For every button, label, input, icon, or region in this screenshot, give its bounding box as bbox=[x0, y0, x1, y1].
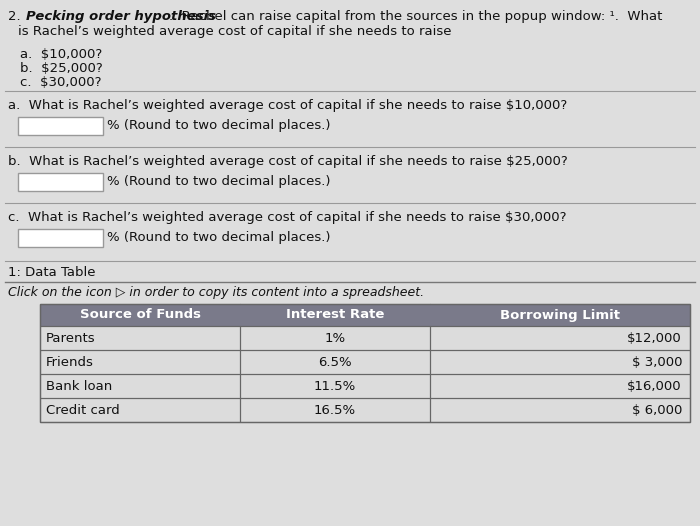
Text: 2.: 2. bbox=[8, 10, 20, 23]
Bar bbox=[18, 117, 103, 135]
Bar bbox=[40, 398, 690, 422]
Text: a.  $10,000?: a. $10,000? bbox=[20, 48, 102, 61]
Bar bbox=[240, 326, 430, 350]
Text: Pecking order hypothesis: Pecking order hypothesis bbox=[26, 10, 216, 23]
Text: b.  $25,000?: b. $25,000? bbox=[20, 62, 103, 75]
Text: is Rachel’s weighted average cost of capital if she needs to raise: is Rachel’s weighted average cost of cap… bbox=[18, 25, 452, 38]
Bar bbox=[18, 229, 103, 247]
Bar bbox=[240, 398, 430, 422]
Bar bbox=[430, 398, 690, 422]
Bar bbox=[40, 304, 690, 326]
Bar bbox=[430, 350, 690, 374]
Text: % (Round to two decimal places.): % (Round to two decimal places.) bbox=[107, 231, 330, 245]
Text: $ 6,000: $ 6,000 bbox=[631, 403, 682, 417]
Bar bbox=[240, 350, 430, 374]
Text: .  Rachel can raise capital from the sources in the popup window: ¹.  What: . Rachel can raise capital from the sour… bbox=[169, 10, 662, 23]
Bar bbox=[40, 350, 690, 374]
Text: 6.5%: 6.5% bbox=[318, 356, 352, 369]
Bar bbox=[430, 326, 690, 350]
Text: a.  What is Rachel’s weighted average cost of capital if she needs to raise $10,: a. What is Rachel’s weighted average cos… bbox=[8, 99, 567, 112]
Text: c.  What is Rachel’s weighted average cost of capital if she needs to raise $30,: c. What is Rachel’s weighted average cos… bbox=[8, 211, 566, 224]
Bar bbox=[40, 326, 690, 350]
Text: Interest Rate: Interest Rate bbox=[286, 309, 384, 321]
Text: Bank loan: Bank loan bbox=[46, 379, 112, 392]
Text: 1: Data Table: 1: Data Table bbox=[8, 266, 95, 279]
Text: 16.5%: 16.5% bbox=[314, 403, 356, 417]
Text: Parents: Parents bbox=[46, 331, 96, 345]
Text: Credit card: Credit card bbox=[46, 403, 120, 417]
Text: Friends: Friends bbox=[46, 356, 94, 369]
Bar bbox=[40, 398, 240, 422]
Text: Source of Funds: Source of Funds bbox=[80, 309, 200, 321]
Text: $12,000: $12,000 bbox=[627, 331, 682, 345]
Bar bbox=[18, 173, 103, 191]
Text: b.  What is Rachel’s weighted average cost of capital if she needs to raise $25,: b. What is Rachel’s weighted average cos… bbox=[8, 155, 568, 168]
Bar bbox=[240, 374, 430, 398]
Bar bbox=[40, 326, 240, 350]
Text: Borrowing Limit: Borrowing Limit bbox=[500, 309, 620, 321]
Bar bbox=[430, 374, 690, 398]
Text: Click on the icon ▷ in order to copy its content into a spreadsheet.: Click on the icon ▷ in order to copy its… bbox=[8, 286, 424, 299]
Bar bbox=[40, 374, 690, 398]
Text: % (Round to two decimal places.): % (Round to two decimal places.) bbox=[107, 119, 330, 133]
Text: c.  $30,000?: c. $30,000? bbox=[20, 76, 101, 89]
Text: 11.5%: 11.5% bbox=[314, 379, 356, 392]
Bar bbox=[40, 304, 690, 422]
Text: % (Round to two decimal places.): % (Round to two decimal places.) bbox=[107, 176, 330, 188]
Text: $ 3,000: $ 3,000 bbox=[631, 356, 682, 369]
Bar bbox=[40, 350, 240, 374]
Text: 1%: 1% bbox=[324, 331, 346, 345]
Bar bbox=[40, 374, 240, 398]
Text: $16,000: $16,000 bbox=[627, 379, 682, 392]
